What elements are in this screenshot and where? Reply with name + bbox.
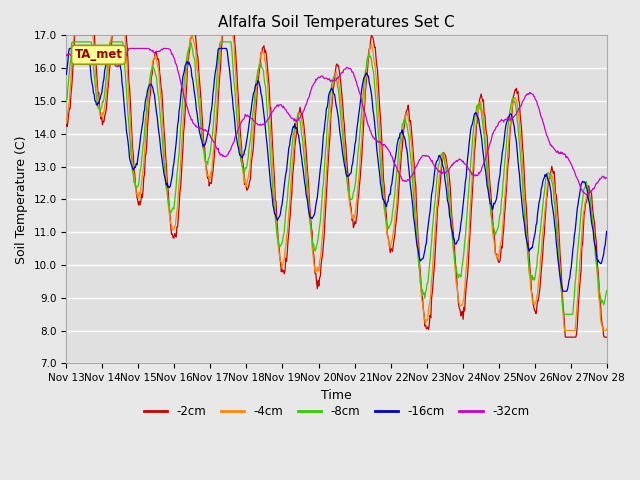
Y-axis label: Soil Temperature (C): Soil Temperature (C)	[15, 135, 28, 264]
Text: TA_met: TA_met	[74, 48, 122, 61]
Title: Alfalfa Soil Temperatures Set C: Alfalfa Soil Temperatures Set C	[218, 15, 455, 30]
X-axis label: Time: Time	[321, 389, 352, 402]
Legend: -2cm, -4cm, -8cm, -16cm, -32cm: -2cm, -4cm, -8cm, -16cm, -32cm	[139, 401, 534, 423]
